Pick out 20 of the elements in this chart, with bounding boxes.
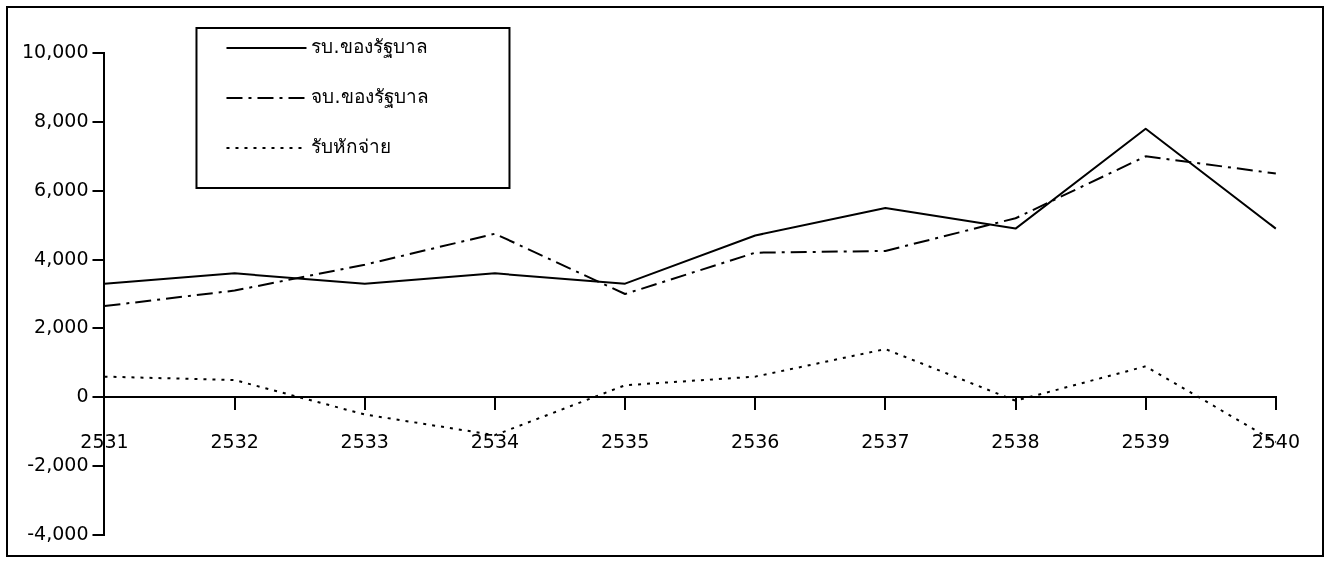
x-tick-label: 2539 (1121, 429, 1170, 452)
legend-label: รบ.ของรัฐบาล (311, 34, 428, 58)
y-tick-label: 2,000 (34, 315, 89, 338)
y-tick-label: 4,000 (34, 246, 89, 269)
x-tick-label: 2532 (210, 429, 259, 452)
x-tick-label: 2536 (731, 429, 780, 452)
x-tick-label: 2534 (470, 429, 520, 452)
y-tick-label: -4,000 (27, 521, 89, 544)
y-tick-label: 10,000 (22, 39, 89, 62)
x-tick-label: 2537 (861, 429, 910, 452)
y-tick-label: 8,000 (34, 108, 89, 131)
legend-label: จบ.ของรัฐบาล (311, 84, 429, 108)
x-tick-label: 2533 (340, 429, 389, 452)
x-tick-label: 2538 (991, 429, 1040, 452)
y-tick-label: 0 (76, 384, 89, 407)
y-tick-label: -2,000 (27, 453, 89, 476)
x-tick-label: 2540 (1251, 429, 1300, 452)
x-tick-label: 2535 (600, 429, 650, 452)
legend-label: รับหักจ่าย (311, 134, 392, 157)
y-tick-label: 6,000 (34, 177, 89, 200)
